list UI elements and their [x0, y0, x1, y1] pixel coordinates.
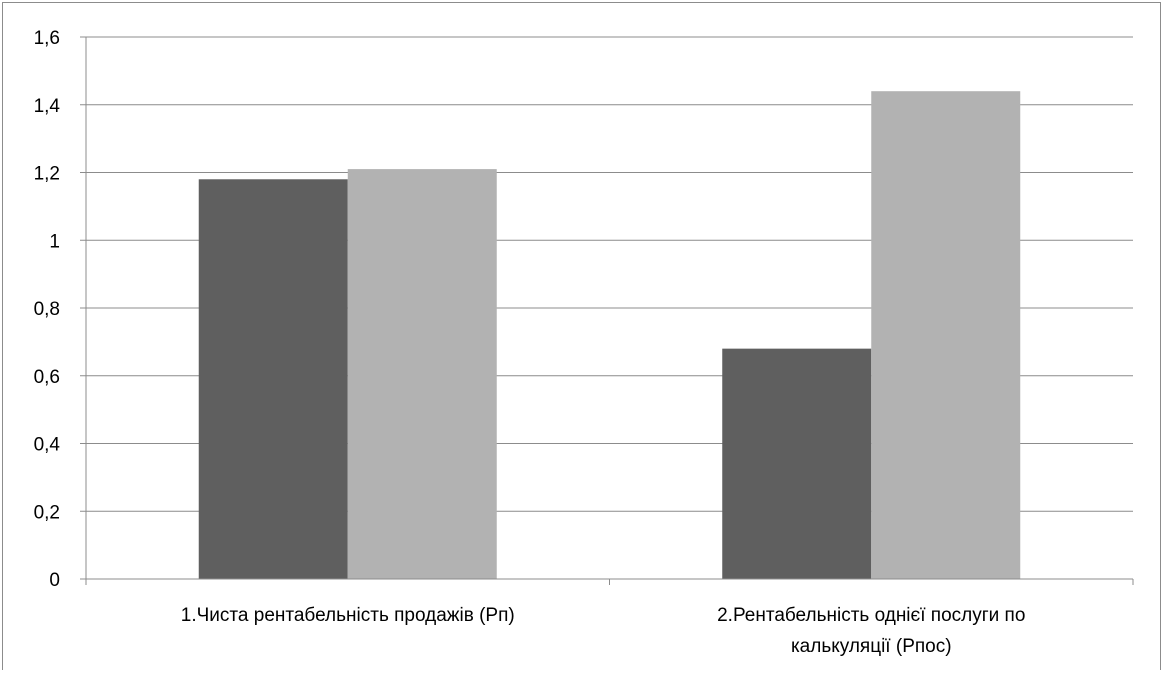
y-tick-label: 0,8: [34, 299, 60, 320]
y-tick-label: 0,6: [34, 367, 60, 388]
y-tick-label: 0,4: [34, 435, 61, 456]
axes: [85, 37, 1134, 585]
y-tick-label: 1,6: [34, 28, 60, 49]
y-tick-label: 1,2: [34, 164, 60, 185]
bar-series-1-cat-2: [722, 348, 872, 579]
bars: [198, 91, 1021, 580]
bar-series-2-cat-2: [871, 91, 1021, 579]
y-tick-label: 1,4: [34, 96, 61, 117]
y-tick-label: 0: [49, 570, 60, 591]
category-labels: 1.Чиста рентабельність продажів (Рп) 2.Ре…: [181, 605, 1026, 657]
y-tick-label: 1: [49, 231, 60, 252]
bar-series-1-cat-1: [198, 179, 348, 579]
bar-series-2-cat-1: [347, 169, 497, 580]
category-label: 1.Чиста рентабельність продажів (Рп): [181, 605, 515, 626]
y-tick-labels: 0 0,2 0,4 0,6 0,8 1 1,2 1,4 1,6: [34, 28, 61, 591]
category-label: 2.Рентабельність однієї послуги по: [717, 605, 1025, 626]
category-label: калькуляції (Рпос): [791, 636, 952, 657]
y-tick-label: 0,2: [34, 502, 60, 523]
